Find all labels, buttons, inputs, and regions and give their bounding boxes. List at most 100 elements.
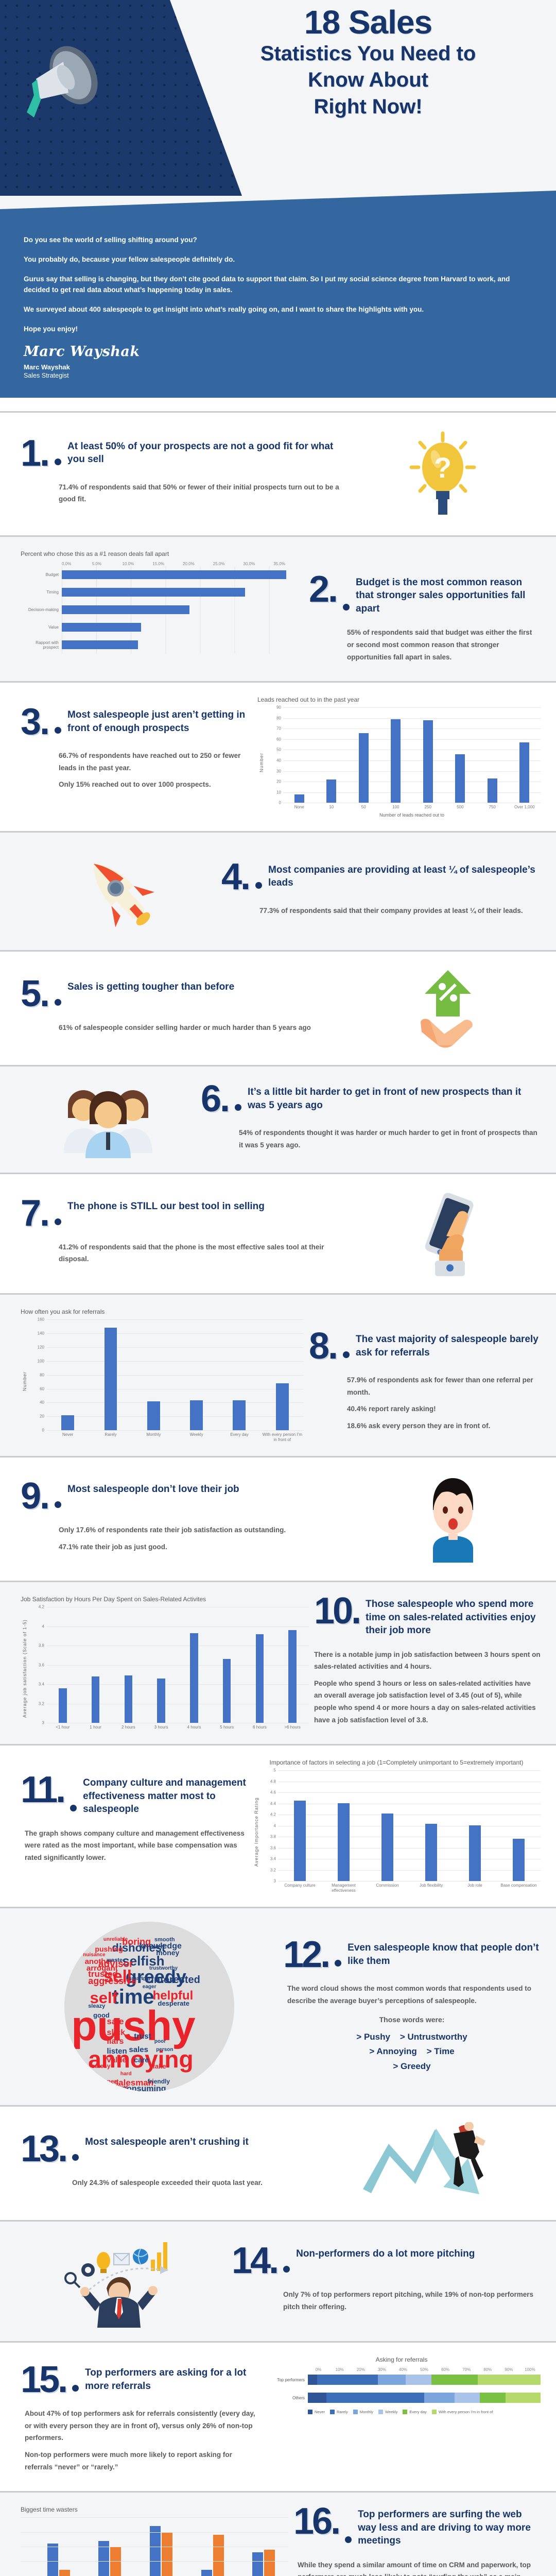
word-cloud-word: unreliable	[103, 1936, 128, 1942]
sad-face-icon	[433, 1478, 473, 1563]
number-dot	[335, 1960, 342, 1967]
y-tick: 10	[276, 790, 281, 795]
chart-plot: Number 0 10 20 30 40 50 60 70 80 90 None 10 50 100 250 5…	[257, 705, 541, 818]
number-dot	[55, 998, 62, 1006]
bar-segment	[308, 2375, 318, 2385]
word-cloud-word: slick	[107, 2028, 126, 2038]
chart-bar-group	[34, 2517, 83, 2576]
x-tick: <1 hour	[56, 1725, 70, 1730]
chart-2: Percent who chose this as a #1 reason de…	[21, 550, 304, 654]
bar-label: Budget	[45, 572, 59, 578]
word-cloud-word: dishonest	[112, 1941, 166, 1954]
x-tick: Over 1,000	[514, 805, 535, 810]
chart-3: Leads reached out to in the past year Nu…	[257, 696, 541, 818]
page-title: 18 Sales Statistics You Need to Know Abo…	[196, 5, 541, 119]
people-group-icon	[64, 1090, 152, 1159]
rocket-icon	[93, 863, 155, 927]
item-number: 4.	[221, 856, 251, 897]
x-tick: 2 hours	[121, 1725, 135, 1730]
item-headline: At least 50% of your prospects are not a…	[67, 440, 334, 465]
section-16: Biggest time wasters Driving to meetings…	[0, 2491, 556, 2576]
legend-item: Weekly	[378, 2410, 397, 2415]
word-cloud-word: fake	[152, 2062, 166, 2071]
y-tick: 60	[276, 737, 281, 742]
chart-bars: Budget Timing Decision-making Value Rapport …	[21, 566, 304, 654]
x-tick: Never	[62, 1432, 74, 1437]
x-tick: Monthly	[146, 1432, 161, 1437]
y-axis: 0 20 40 60 80 100 120 140 160	[29, 1317, 46, 1433]
chart-bar	[283, 707, 316, 803]
bar-fill	[62, 570, 287, 580]
intro-line-4: We surveyed about 400 salespeople to get…	[24, 305, 424, 313]
plot-area	[46, 1607, 309, 1724]
item-body: Only 7% of top performers report pitchin…	[283, 2289, 541, 2313]
word-cloud-word: time	[112, 1985, 154, 2008]
y-tick: 4.2	[38, 1604, 44, 1609]
y-tick: 4.2	[270, 1812, 276, 1817]
chart-bar	[47, 2544, 58, 2576]
chart-bar	[276, 1607, 309, 1723]
word-cloud-word: expert	[100, 2077, 119, 2085]
y-axis: 3 3.2 3.4 3.6 3.8 4 4.2	[29, 1604, 46, 1725]
hand-percent-arrow-icon	[421, 970, 473, 1048]
plot-area	[21, 2517, 288, 2576]
y-tick: 3.4	[270, 1856, 276, 1861]
section-2: Percent who chose this as a #1 reason de…	[0, 535, 556, 682]
word-cloud-word: advisor	[98, 1958, 133, 1970]
chart-bar	[261, 1319, 304, 1431]
chart-bar	[497, 1770, 541, 1882]
body-paragraph: Only 24.3% of salespeople exceeded their…	[72, 2178, 263, 2187]
word-1: > Pushy	[356, 2031, 390, 2042]
chart-plot: Average job satisfaction (Scale of 1-5) 3…	[21, 1604, 309, 1730]
x-tick: 15.0%	[152, 561, 164, 566]
chart-bar	[278, 1770, 322, 1882]
item-number: 9.	[21, 1476, 50, 1517]
x-tick: 10%	[335, 2367, 344, 2372]
number-dot	[345, 2536, 352, 2543]
x-tick: 4 hours	[187, 1725, 201, 1730]
x-tick: Job flexibility	[419, 1883, 443, 1888]
word-cloud-word: nuisance	[83, 1952, 106, 1958]
chart-bar-group	[136, 2517, 186, 2576]
y-tick: 120	[37, 1345, 44, 1350]
chart-bar	[145, 1607, 178, 1723]
chart-bar	[149, 2526, 161, 2576]
chart-bar	[89, 1319, 132, 1431]
body-paragraph: 71.4% of respondents said that 50% or fe…	[59, 483, 339, 503]
word-cloud-word: product	[107, 2084, 128, 2091]
intro-line-5: Hope you enjoy!	[24, 325, 78, 333]
y-axis: 3 3.2 3.4 3.6 3.8 4 4.2 4.4 4.6 4.8 5	[260, 1768, 278, 1884]
word-3: > Annoying	[369, 2046, 417, 2057]
bar-segment	[454, 2393, 480, 2403]
y-tick: 140	[37, 1331, 44, 1336]
bar-label: Top performers	[277, 2377, 305, 2382]
word-cloud-word: friendly	[147, 2077, 170, 2085]
bar-track	[62, 583, 304, 601]
chart-bar-row: Value	[21, 618, 304, 636]
word-cloud-word: pushing	[95, 1945, 123, 1954]
y-tick: 3.6	[270, 1845, 276, 1851]
word-cloud-word: salesy	[91, 2062, 111, 2070]
word-cloud-word: car	[142, 1975, 151, 1982]
item-number: 11.	[21, 1769, 66, 1811]
chart-bar	[244, 1607, 276, 1723]
word-cloud-word: trust	[134, 2031, 151, 2041]
item-body: The word cloud shows the most common wor…	[287, 1982, 541, 2007]
bar-segment	[477, 2375, 541, 2385]
item-number: 15.	[21, 2359, 68, 2401]
section-5: 5. Sales is getting tougher than before …	[0, 950, 556, 1065]
chart-bar-group	[188, 2517, 237, 2576]
bar-label: Rapport with prospect	[36, 640, 59, 650]
word-cloud-word: another	[84, 1957, 113, 1966]
word-cloud-word: liars	[107, 2037, 124, 2046]
intro-line-1: Do you see the world of selling shifting…	[24, 236, 197, 244]
plot-area	[278, 1770, 541, 1882]
x-tick: With every person I’m in front of	[262, 1432, 302, 1443]
header: 18 Sales Statistics You Need to Know Abo…	[0, 0, 556, 222]
body-paragraph: 66.7% of respondents have reached out to…	[59, 752, 241, 772]
x-tick: 0%	[315, 2367, 322, 2372]
y-tick: 160	[37, 1317, 44, 1322]
chart-bar	[322, 1770, 366, 1882]
chart-11: Importance of factors in selecting a job…	[252, 1759, 541, 1893]
y-tick: 3.2	[38, 1701, 44, 1706]
